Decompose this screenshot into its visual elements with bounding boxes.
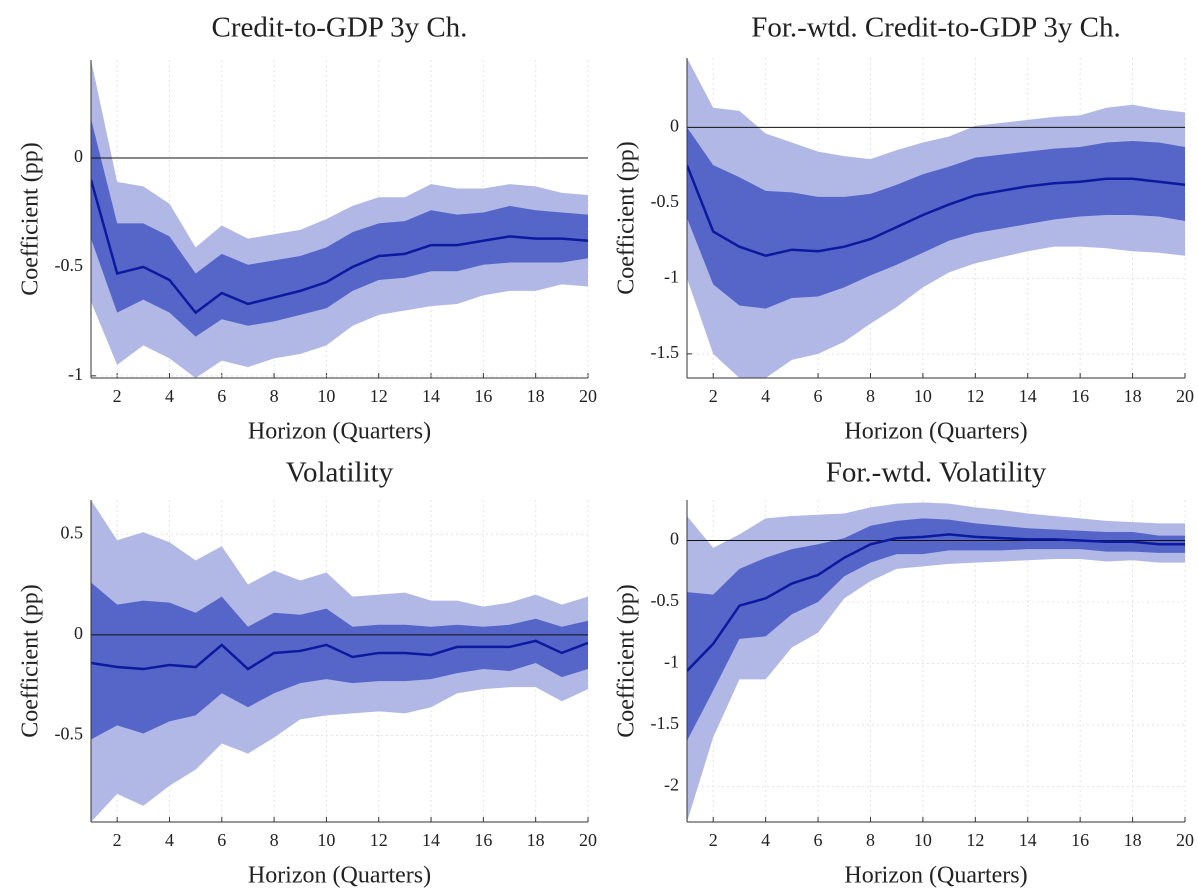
x-tick-label: 8 xyxy=(866,386,875,406)
x-tick-label: 4 xyxy=(761,386,770,406)
x-axis-label: Horizon (Quarters) xyxy=(844,419,1027,445)
x-tick-label: 16 xyxy=(474,386,492,406)
inner-band xyxy=(91,582,588,740)
panel: For.-wtd. Credit-to-GDP 3y Ch. Horizon (Q… xyxy=(614,12,1195,445)
x-tick-label: 2 xyxy=(709,830,718,850)
y-tick-label: -2 xyxy=(664,774,679,794)
y-tick-label: -1 xyxy=(664,267,679,287)
x-tick-label: 14 xyxy=(1019,830,1037,850)
x-tick-label: 12 xyxy=(966,386,984,406)
x-tick-label: 6 xyxy=(814,386,823,406)
x-tick-label: 4 xyxy=(761,830,770,850)
y-tick-label: -0.5 xyxy=(55,724,84,744)
x-tick-label: 16 xyxy=(1071,386,1089,406)
x-tick-label: 6 xyxy=(217,830,226,850)
y-tick-label: 0 xyxy=(670,116,679,136)
x-tick-label: 16 xyxy=(1071,830,1089,850)
x-tick-label: 20 xyxy=(579,830,597,850)
panel: Volatility Horizon (Quarters) Coefficient … xyxy=(18,457,598,889)
x-tick-label: 8 xyxy=(866,830,875,850)
x-tick-label: 12 xyxy=(966,830,984,850)
y-tick-label: -1 xyxy=(68,364,83,384)
y-tick-label: -0.5 xyxy=(55,255,84,275)
y-tick-label: -1 xyxy=(664,652,679,672)
x-tick-label: 12 xyxy=(370,386,388,406)
x-tick-label: 8 xyxy=(270,830,279,850)
y-tick-label: -1.5 xyxy=(651,713,680,733)
x-tick-label: 2 xyxy=(113,386,122,406)
center-line xyxy=(91,179,588,315)
y-tick-label: -0.5 xyxy=(651,191,680,211)
x-tick-label: 20 xyxy=(1176,830,1194,850)
y-axis-label: Coefficient (pp) xyxy=(614,584,640,738)
x-tick-label: 6 xyxy=(814,830,823,850)
panel-title: For.-wtd. Volatility xyxy=(826,457,1047,489)
center-line xyxy=(687,164,1185,258)
x-tick-label: 6 xyxy=(217,386,226,406)
panel-title: Volatility xyxy=(286,457,394,489)
panel-title: For.-wtd. Credit-to-GDP 3y Ch. xyxy=(751,12,1120,44)
x-tick-label: 20 xyxy=(1176,386,1194,406)
x-tick-label: 16 xyxy=(474,830,492,850)
x-tick-label: 10 xyxy=(914,386,932,406)
x-axis-label: Horizon (Quarters) xyxy=(248,419,431,445)
x-tick-label: 18 xyxy=(527,830,545,850)
x-tick-label: 20 xyxy=(579,386,597,406)
y-axis-label: Coefficient (pp) xyxy=(18,584,44,738)
x-tick-label: 10 xyxy=(317,386,335,406)
y-tick-label: 0.5 xyxy=(61,522,84,542)
inner-band xyxy=(91,118,588,337)
y-tick-label: 0 xyxy=(74,623,83,643)
x-tick-label: 14 xyxy=(422,386,440,406)
x-tick-label: 2 xyxy=(113,830,122,850)
y-axis-label: Coefficient (pp) xyxy=(18,142,44,296)
x-tick-label: 10 xyxy=(914,830,932,850)
y-tick-label: 0 xyxy=(670,529,679,549)
y-tick-label: 0 xyxy=(74,146,83,166)
x-tick-label: 2 xyxy=(709,386,718,406)
center-line xyxy=(91,639,588,671)
x-tick-label: 12 xyxy=(370,830,388,850)
y-tick-label: -0.5 xyxy=(651,590,680,610)
x-tick-label: 4 xyxy=(165,386,174,406)
x-tick-label: 14 xyxy=(422,830,440,850)
panel-title: Credit-to-GDP 3y Ch. xyxy=(212,12,468,44)
y-tick-label: -1.5 xyxy=(651,342,680,362)
x-axis-label: Horizon (Quarters) xyxy=(844,863,1027,889)
inner-band xyxy=(687,518,1185,741)
panel: Credit-to-GDP 3y Ch. Horizon (Quarters) Co… xyxy=(18,12,598,445)
x-axis-label: Horizon (Quarters) xyxy=(248,863,431,889)
x-tick-label: 10 xyxy=(317,830,335,850)
inner-band xyxy=(687,127,1185,309)
x-tick-label: 8 xyxy=(270,386,279,406)
x-tick-label: 18 xyxy=(1124,386,1142,406)
y-axis-label: Coefficient (pp) xyxy=(614,141,640,295)
x-tick-label: 4 xyxy=(165,830,174,850)
panel: For.-wtd. Volatility Horizon (Quarters) Co… xyxy=(614,457,1195,889)
x-tick-label: 18 xyxy=(1124,830,1142,850)
x-tick-label: 14 xyxy=(1019,386,1037,406)
center-line xyxy=(687,533,1185,672)
x-tick-label: 18 xyxy=(527,386,545,406)
